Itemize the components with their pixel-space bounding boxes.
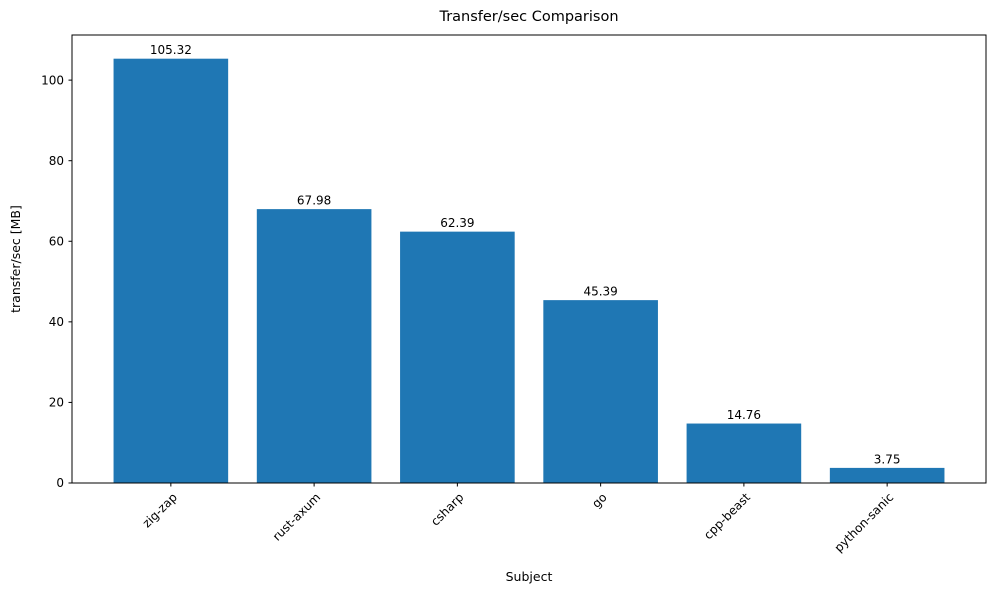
y-tick-label: 100 <box>41 73 64 87</box>
y-tick-label: 80 <box>49 154 64 168</box>
bar-value-label: 14.76 <box>727 408 761 422</box>
y-tick-label: 0 <box>56 476 64 490</box>
bar-cpp-beast <box>686 423 802 483</box>
bar-go <box>543 300 658 483</box>
y-tick-label: 20 <box>49 396 64 410</box>
x-tick-label: zig-zap <box>140 490 180 530</box>
x-axis-label: Subject <box>506 569 553 584</box>
chart-title: Transfer/sec Comparison <box>438 9 618 25</box>
bar-csharp <box>400 231 515 483</box>
x-tick-label: python-sanic <box>832 490 897 555</box>
y-tick-label: 40 <box>49 315 64 329</box>
bar-value-label: 62.39 <box>440 216 474 230</box>
bar-value-label: 67.98 <box>297 194 331 208</box>
bar-zig-zap <box>113 58 229 483</box>
bar-value-label: 3.75 <box>874 452 901 466</box>
bar-python-sanic <box>829 467 945 483</box>
x-tick-label: go <box>589 490 609 510</box>
bar-value-label: 105.32 <box>150 43 192 57</box>
x-tick-label: rust-axum <box>270 490 323 543</box>
x-tick-label: csharp <box>428 490 466 528</box>
bars-layer: 105.32 67.98 62.39 45.39 14.76 3.75 <box>113 43 945 483</box>
bar-rust-axum <box>256 209 372 483</box>
x-tick-label: cpp-beast <box>701 490 753 542</box>
y-tick-label: 60 <box>49 234 64 248</box>
plot-frame <box>71 34 987 484</box>
y-axis-label: transfer/sec [MB] <box>8 205 23 313</box>
bar-value-label: 45.39 <box>583 285 617 299</box>
